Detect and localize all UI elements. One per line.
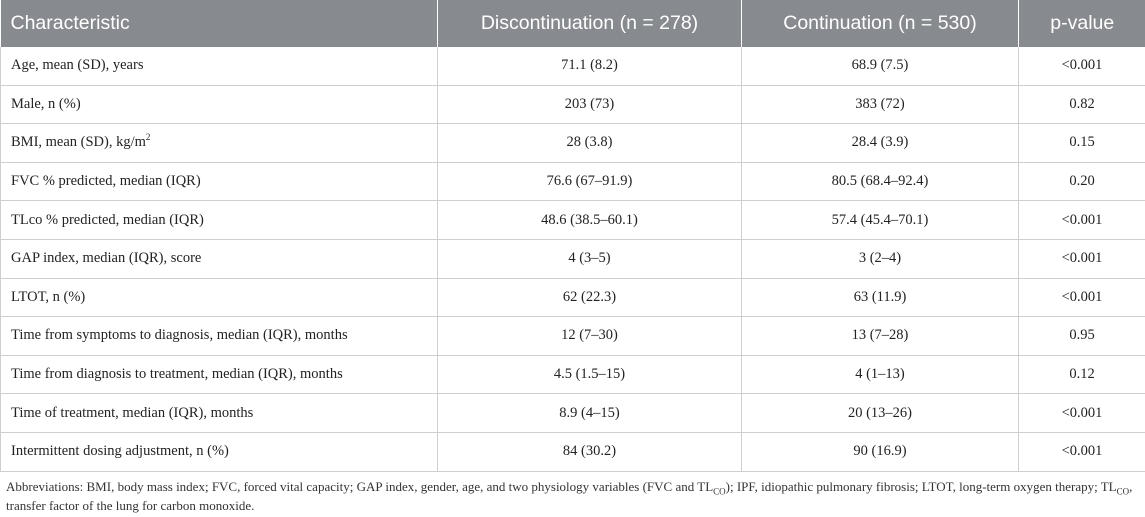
p-value: 0.20 <box>1018 162 1145 202</box>
row-label: LTOT, n (%) <box>0 278 438 318</box>
row-label: Time of treatment, median (IQR), months <box>0 393 438 433</box>
discontinuation-value: 4.5 (1.5–15) <box>437 355 742 395</box>
table-row: BMI, mean (SD), kg/m2 28 (3.8) 28.4 (3.9… <box>0 123 1145 163</box>
p-value: <0.001 <box>1018 47 1145 86</box>
table-row: FVC % predicted, median (IQR) 76.6 (67–9… <box>0 162 1145 202</box>
header-discontinuation: Discontinuation (n = 278) <box>437 0 742 47</box>
row-label: Time from diagnosis to treatment, median… <box>0 355 438 395</box>
continuation-value: 3 (2–4) <box>741 239 1019 279</box>
p-value: <0.001 <box>1018 239 1145 279</box>
discontinuation-value: 28 (3.8) <box>437 123 742 163</box>
p-value: <0.001 <box>1018 432 1145 472</box>
table-header: Characteristic Discontinuation (n = 278)… <box>0 0 1145 47</box>
table-body: Age, mean (SD), years 71.1 (8.2) 68.9 (7… <box>0 47 1145 472</box>
table-row: LTOT, n (%) 62 (22.3) 63 (11.9) <0.001 <box>0 278 1145 318</box>
row-label-text: BMI, mean (SD), kg/m <box>11 134 146 151</box>
footnote-subscript-1: CO <box>713 486 726 497</box>
row-label: TLco % predicted, median (IQR) <box>0 200 438 240</box>
discontinuation-value: 62 (22.3) <box>437 278 742 318</box>
continuation-value: 383 (72) <box>741 85 1019 125</box>
p-value: <0.001 <box>1018 393 1145 433</box>
row-label: Time from symptoms to diagnosis, median … <box>0 316 438 356</box>
discontinuation-value: 71.1 (8.2) <box>437 47 742 86</box>
continuation-value: 80.5 (68.4–92.4) <box>741 162 1019 202</box>
discontinuation-value: 76.6 (67–91.9) <box>437 162 742 202</box>
continuation-value: 28.4 (3.9) <box>741 123 1019 163</box>
p-value: <0.001 <box>1018 200 1145 240</box>
continuation-value: 13 (7–28) <box>741 316 1019 356</box>
continuation-value: 63 (11.9) <box>741 278 1019 318</box>
continuation-value: 20 (13–26) <box>741 393 1019 433</box>
row-label: GAP index, median (IQR), score <box>0 239 438 279</box>
row-label: Age, mean (SD), years <box>0 47 438 86</box>
discontinuation-value: 8.9 (4–15) <box>437 393 742 433</box>
table-row: Time from symptoms to diagnosis, median … <box>0 316 1145 356</box>
header-continuation: Continuation (n = 530) <box>741 0 1019 47</box>
row-label: FVC % predicted, median (IQR) <box>0 162 438 202</box>
continuation-value: 90 (16.9) <box>741 432 1019 472</box>
table-row: TLco % predicted, median (IQR) 48.6 (38.… <box>0 200 1145 240</box>
table-row: Time from diagnosis to treatment, median… <box>0 355 1145 395</box>
table-row: Intermittent dosing adjustment, n (%) 84… <box>0 432 1145 472</box>
footnote-text-1: Abbreviations: BMI, body mass index; FVC… <box>6 479 714 494</box>
footnote-text-3: , transfer factor of the lung for carbon… <box>6 479 1133 513</box>
continuation-value: 68.9 (7.5) <box>741 47 1019 86</box>
p-value: <0.001 <box>1018 278 1145 318</box>
header-p-value: p-value <box>1018 0 1145 47</box>
continuation-value: 57.4 (45.4–70.1) <box>741 200 1019 240</box>
table-row: GAP index, median (IQR), score 4 (3–5) 3… <box>0 239 1145 279</box>
row-label: BMI, mean (SD), kg/m2 <box>0 123 438 163</box>
row-label: Intermittent dosing adjustment, n (%) <box>0 432 438 472</box>
table-row: Age, mean (SD), years 71.1 (8.2) 68.9 (7… <box>0 47 1145 86</box>
characteristics-table-container: Characteristic Discontinuation (n = 278)… <box>0 0 1145 472</box>
discontinuation-value: 84 (30.2) <box>437 432 742 472</box>
p-value: 0.95 <box>1018 316 1145 356</box>
header-row: Characteristic Discontinuation (n = 278)… <box>0 0 1145 47</box>
footnote-text-2: ); IPF, idiopathic pulmonary fibrosis; L… <box>725 479 1117 494</box>
discontinuation-value: 12 (7–30) <box>437 316 742 356</box>
discontinuation-value: 4 (3–5) <box>437 239 742 279</box>
characteristics-table: Characteristic Discontinuation (n = 278)… <box>0 0 1145 472</box>
row-label-superscript: 2 <box>145 132 151 143</box>
discontinuation-value: 48.6 (38.5–60.1) <box>437 200 742 240</box>
row-label: Male, n (%) <box>0 85 438 125</box>
table-row: Male, n (%) 203 (73) 383 (72) 0.82 <box>0 85 1145 125</box>
discontinuation-value: 203 (73) <box>437 85 742 125</box>
footnote-subscript-2: CO <box>1116 486 1130 497</box>
p-value: 0.82 <box>1018 85 1145 125</box>
header-characteristic: Characteristic <box>0 0 438 47</box>
p-value: 0.12 <box>1018 355 1145 395</box>
table-footnote: Abbreviations: BMI, body mass index; FVC… <box>6 477 1136 515</box>
table-row: Time of treatment, median (IQR), months … <box>0 393 1145 433</box>
p-value: 0.15 <box>1018 123 1145 163</box>
continuation-value: 4 (1–13) <box>741 355 1019 395</box>
